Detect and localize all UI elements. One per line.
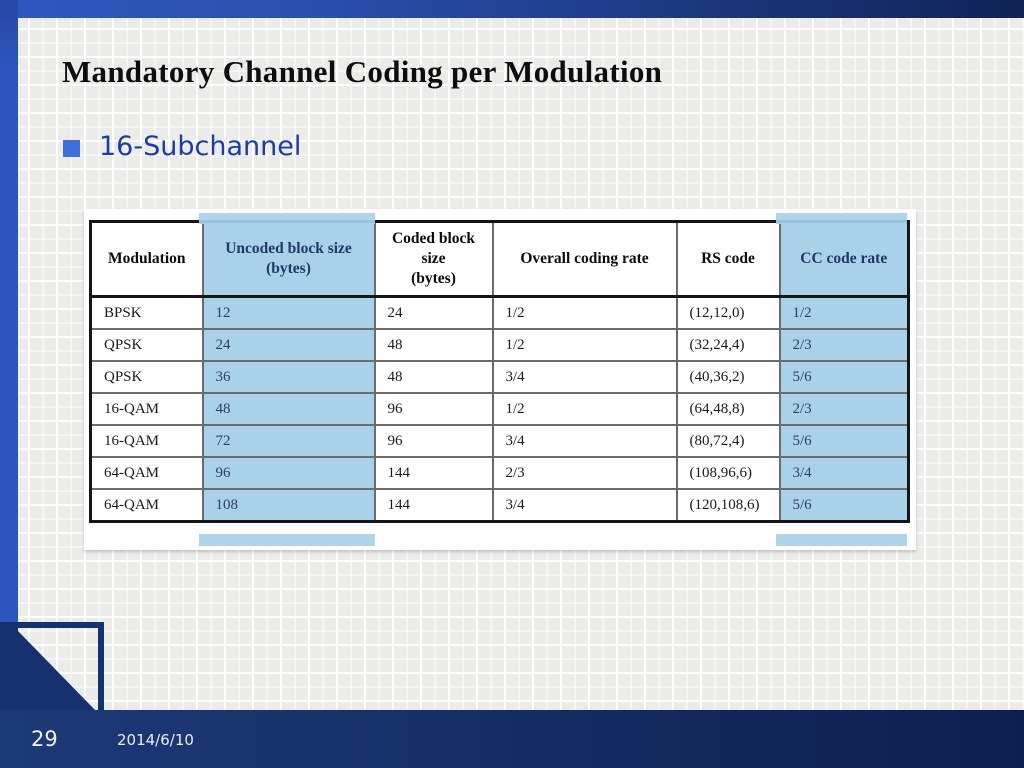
table-row: QPSK 24 48 1/2 (32,24,4) 2/3 <box>89 328 910 362</box>
top-border-bar <box>0 0 1024 18</box>
highlight-overhang <box>776 213 907 224</box>
table-cell: 1/2 <box>491 295 678 330</box>
table-row: QPSK 36 48 3/4 (40,36,2) 5/6 <box>89 360 910 394</box>
bullet-label: 16-Subchannel <box>99 131 302 162</box>
column-header: RS code <box>675 220 781 298</box>
table-cell: 3/4 <box>778 456 910 490</box>
table-cell: 1/2 <box>491 328 678 362</box>
page-title: Mandatory Channel Coding per Modulation <box>62 54 663 89</box>
footer-bar <box>0 710 1024 768</box>
table-cell: 2/3 <box>778 328 910 362</box>
fold-frame-top <box>18 622 104 628</box>
table-row: 64-QAM 96 144 2/3 (108,96,6) 3/4 <box>89 456 910 490</box>
table-cell: 5/6 <box>778 488 910 523</box>
column-header: Coded block size (bytes) <box>373 220 494 298</box>
corner-decoration <box>0 622 18 712</box>
table-cell: 12 <box>201 295 376 330</box>
table-row: BPSK 12 24 1/2 (12,12,0) 1/2 <box>89 295 910 330</box>
table-cell: 48 <box>373 328 494 362</box>
table-cell: 96 <box>373 424 494 458</box>
table-cell: 24 <box>373 295 494 330</box>
table-cell: 24 <box>201 328 376 362</box>
table-cell: 3/4 <box>491 488 678 523</box>
table-cell: 16-QAM <box>89 424 204 458</box>
fold-triangle-icon <box>18 631 96 711</box>
bullet-item: 16-Subchannel <box>63 131 301 162</box>
table-cell: (120,108,6) <box>675 488 781 523</box>
table-cell: QPSK <box>89 360 204 394</box>
table-cell: 1/2 <box>491 392 678 426</box>
highlight-overhang <box>199 213 375 224</box>
table-cell: (108,96,6) <box>675 456 781 490</box>
table-cell: 64-QAM <box>89 488 204 523</box>
column-header: CC code rate <box>778 220 910 298</box>
table-cell: 3/4 <box>491 360 678 394</box>
table-cell: 72 <box>201 424 376 458</box>
table-cell: QPSK <box>89 328 204 362</box>
highlight-overhang <box>199 534 375 546</box>
column-header: Uncoded block size (bytes) <box>201 220 376 298</box>
table-cell: (80,72,4) <box>675 424 781 458</box>
table-cell: (40,36,2) <box>675 360 781 394</box>
table-cell: 3/4 <box>491 424 678 458</box>
table-body: BPSK 12 24 1/2 (12,12,0) 1/2 QPSK 24 48 1/2 (32,24… <box>89 295 910 523</box>
table-cell: 5/6 <box>778 424 910 458</box>
table-cell: BPSK <box>89 295 204 330</box>
table-cell: (32,24,4) <box>675 328 781 362</box>
highlight-overhang <box>776 534 907 546</box>
table-cell: (12,12,0) <box>675 295 781 330</box>
left-border-bar <box>0 0 18 622</box>
coding-table: Modulation Uncoded block size (bytes) Code… <box>89 220 910 523</box>
table-cell: 1/2 <box>778 295 910 330</box>
table-cell: 64-QAM <box>89 456 204 490</box>
table-cell: 48 <box>201 392 376 426</box>
table-cell: 16-QAM <box>89 392 204 426</box>
table-cell: 2/3 <box>778 392 910 426</box>
table-cell: 96 <box>373 392 494 426</box>
page-number: 29 <box>31 727 58 751</box>
table-cell: 144 <box>373 488 494 523</box>
fold-frame-right <box>98 622 104 712</box>
column-header: Overall coding rate <box>491 220 678 298</box>
table-cell: 36 <box>201 360 376 394</box>
column-header: Modulation <box>89 220 204 298</box>
table-row: 64-QAM 108 144 3/4 (120,108,6) 5/6 <box>89 488 910 523</box>
table-cell: 108 <box>201 488 376 523</box>
table-cell: 5/6 <box>778 360 910 394</box>
table-cell: (64,48,8) <box>675 392 781 426</box>
bullet-square-icon <box>63 139 80 157</box>
footer-date: 2014/6/10 <box>117 731 194 749</box>
table-cell: 2/3 <box>491 456 678 490</box>
table-cell: 48 <box>373 360 494 394</box>
table-header-row: Modulation Uncoded block size (bytes) Code… <box>89 220 910 298</box>
table-row: 16-QAM 72 96 3/4 (80,72,4) 5/6 <box>89 424 910 458</box>
table-cell: 144 <box>373 456 494 490</box>
table-row: 16-QAM 48 96 1/2 (64,48,8) 2/3 <box>89 392 910 426</box>
table-cell: 96 <box>201 456 376 490</box>
